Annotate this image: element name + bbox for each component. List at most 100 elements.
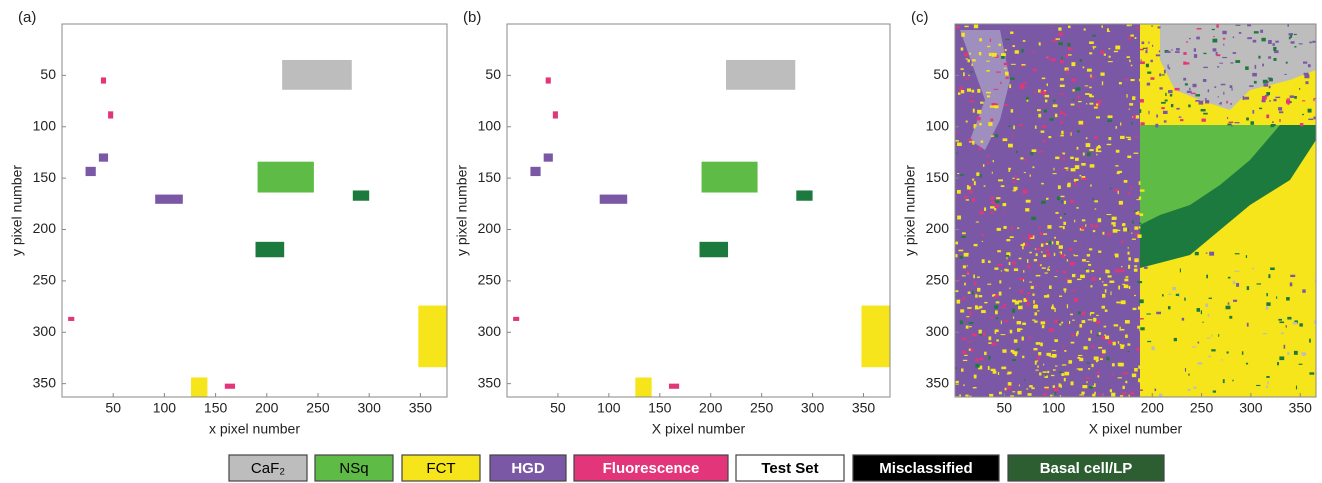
texture-speck (993, 160, 994, 162)
texture-speck (986, 70, 989, 72)
texture-speck (1024, 379, 1025, 381)
region (861, 306, 890, 368)
texture-speck (1246, 255, 1247, 258)
texture-speck (1165, 93, 1166, 96)
texture-speck (1027, 100, 1029, 102)
texture-speck (1269, 86, 1271, 89)
texture-speck (1059, 324, 1061, 326)
texture-speck (1233, 300, 1237, 302)
texture-speck (1038, 89, 1041, 92)
texture-speck (1061, 154, 1063, 155)
texture-speck (969, 326, 972, 327)
texture-speck (1223, 379, 1225, 383)
texture-speck (1110, 188, 1111, 190)
texture-speck (1057, 197, 1060, 201)
texture-speck (1122, 284, 1125, 285)
x-axis-label: X pixel number (1089, 421, 1183, 437)
texture-speck (1254, 81, 1257, 84)
texture-speck (1118, 341, 1119, 344)
region (258, 162, 314, 193)
texture-speck (1013, 187, 1017, 190)
texture-speck (1205, 98, 1207, 100)
texture-speck (1061, 254, 1064, 258)
texture-speck (1212, 335, 1213, 337)
texture-speck (1099, 332, 1101, 335)
texture-speck (1061, 57, 1062, 60)
texture-speck (979, 147, 981, 150)
texture-speck (977, 89, 980, 93)
texture-speck (1112, 363, 1115, 366)
texture-speck (1104, 326, 1107, 328)
texture-speck (1038, 114, 1041, 118)
texture-speck (1144, 267, 1147, 269)
texture-speck (1121, 329, 1125, 331)
texture-speck (964, 53, 968, 57)
texture-speck (1055, 365, 1058, 366)
texture-speck (1158, 26, 1161, 28)
texture-speck (1045, 95, 1050, 97)
texture-speck (982, 241, 983, 242)
texture-speck (1250, 121, 1254, 125)
texture-speck (1268, 56, 1271, 58)
legend-label: Test Set (761, 460, 818, 477)
texture-speck (1203, 113, 1208, 115)
texture-speck (1162, 74, 1165, 75)
texture-speck (1054, 308, 1055, 312)
texture-speck (961, 236, 965, 238)
texture-speck (1050, 356, 1053, 358)
texture-speck (1058, 185, 1061, 189)
texture-speck (1294, 351, 1298, 355)
texture-speck (1078, 105, 1080, 106)
texture-speck (1279, 111, 1283, 113)
texture-speck (994, 104, 998, 106)
texture-speck (966, 199, 969, 200)
texture-speck (1189, 38, 1191, 39)
texture-speck (1290, 95, 1294, 98)
texture-speck (1108, 137, 1111, 140)
texture-speck (1064, 201, 1066, 204)
texture-speck (1097, 375, 1099, 377)
texture-speck (962, 232, 966, 234)
texture-speck (1060, 121, 1063, 123)
texture-speck (1267, 381, 1268, 384)
texture-speck (1033, 300, 1035, 304)
x-tick-label: 200 (255, 400, 279, 416)
texture-speck (1034, 259, 1037, 261)
texture-speck (1071, 79, 1076, 82)
texture-speck (1087, 152, 1091, 156)
texture-speck (1047, 56, 1049, 59)
texture-speck (1183, 62, 1186, 65)
texture-speck (1244, 97, 1249, 100)
texture-speck (1012, 359, 1016, 361)
region (282, 60, 352, 90)
texture-speck (977, 110, 981, 114)
texture-speck (1020, 66, 1024, 67)
texture-speck (1113, 342, 1116, 346)
texture-speck (964, 283, 966, 286)
texture-speck (980, 211, 984, 214)
x-tick-label: 300 (358, 400, 382, 416)
texture-speck (1093, 318, 1096, 322)
texture-speck (1009, 288, 1010, 289)
texture-speck (1089, 94, 1092, 97)
texture-speck (1072, 320, 1075, 321)
texture-speck (1061, 200, 1062, 203)
x-tick-label: 150 (648, 400, 672, 416)
texture-speck (1261, 38, 1265, 42)
y-tick-label: 250 (478, 272, 502, 288)
texture-speck (1082, 259, 1086, 261)
texture-speck (1053, 173, 1057, 174)
texture-speck (1000, 307, 1005, 308)
texture-speck (1068, 280, 1072, 283)
texture-speck (988, 122, 992, 126)
texture-speck (1017, 321, 1021, 324)
texture-speck (1023, 82, 1026, 84)
texture-speck (1019, 124, 1023, 126)
texture-speck (1032, 294, 1034, 296)
texture-speck (1004, 63, 1009, 65)
texture-speck (1269, 78, 1273, 81)
texture-speck (1107, 144, 1112, 145)
texture-speck (955, 242, 958, 245)
texture-speck (1121, 240, 1123, 243)
texture-speck (1114, 51, 1118, 52)
